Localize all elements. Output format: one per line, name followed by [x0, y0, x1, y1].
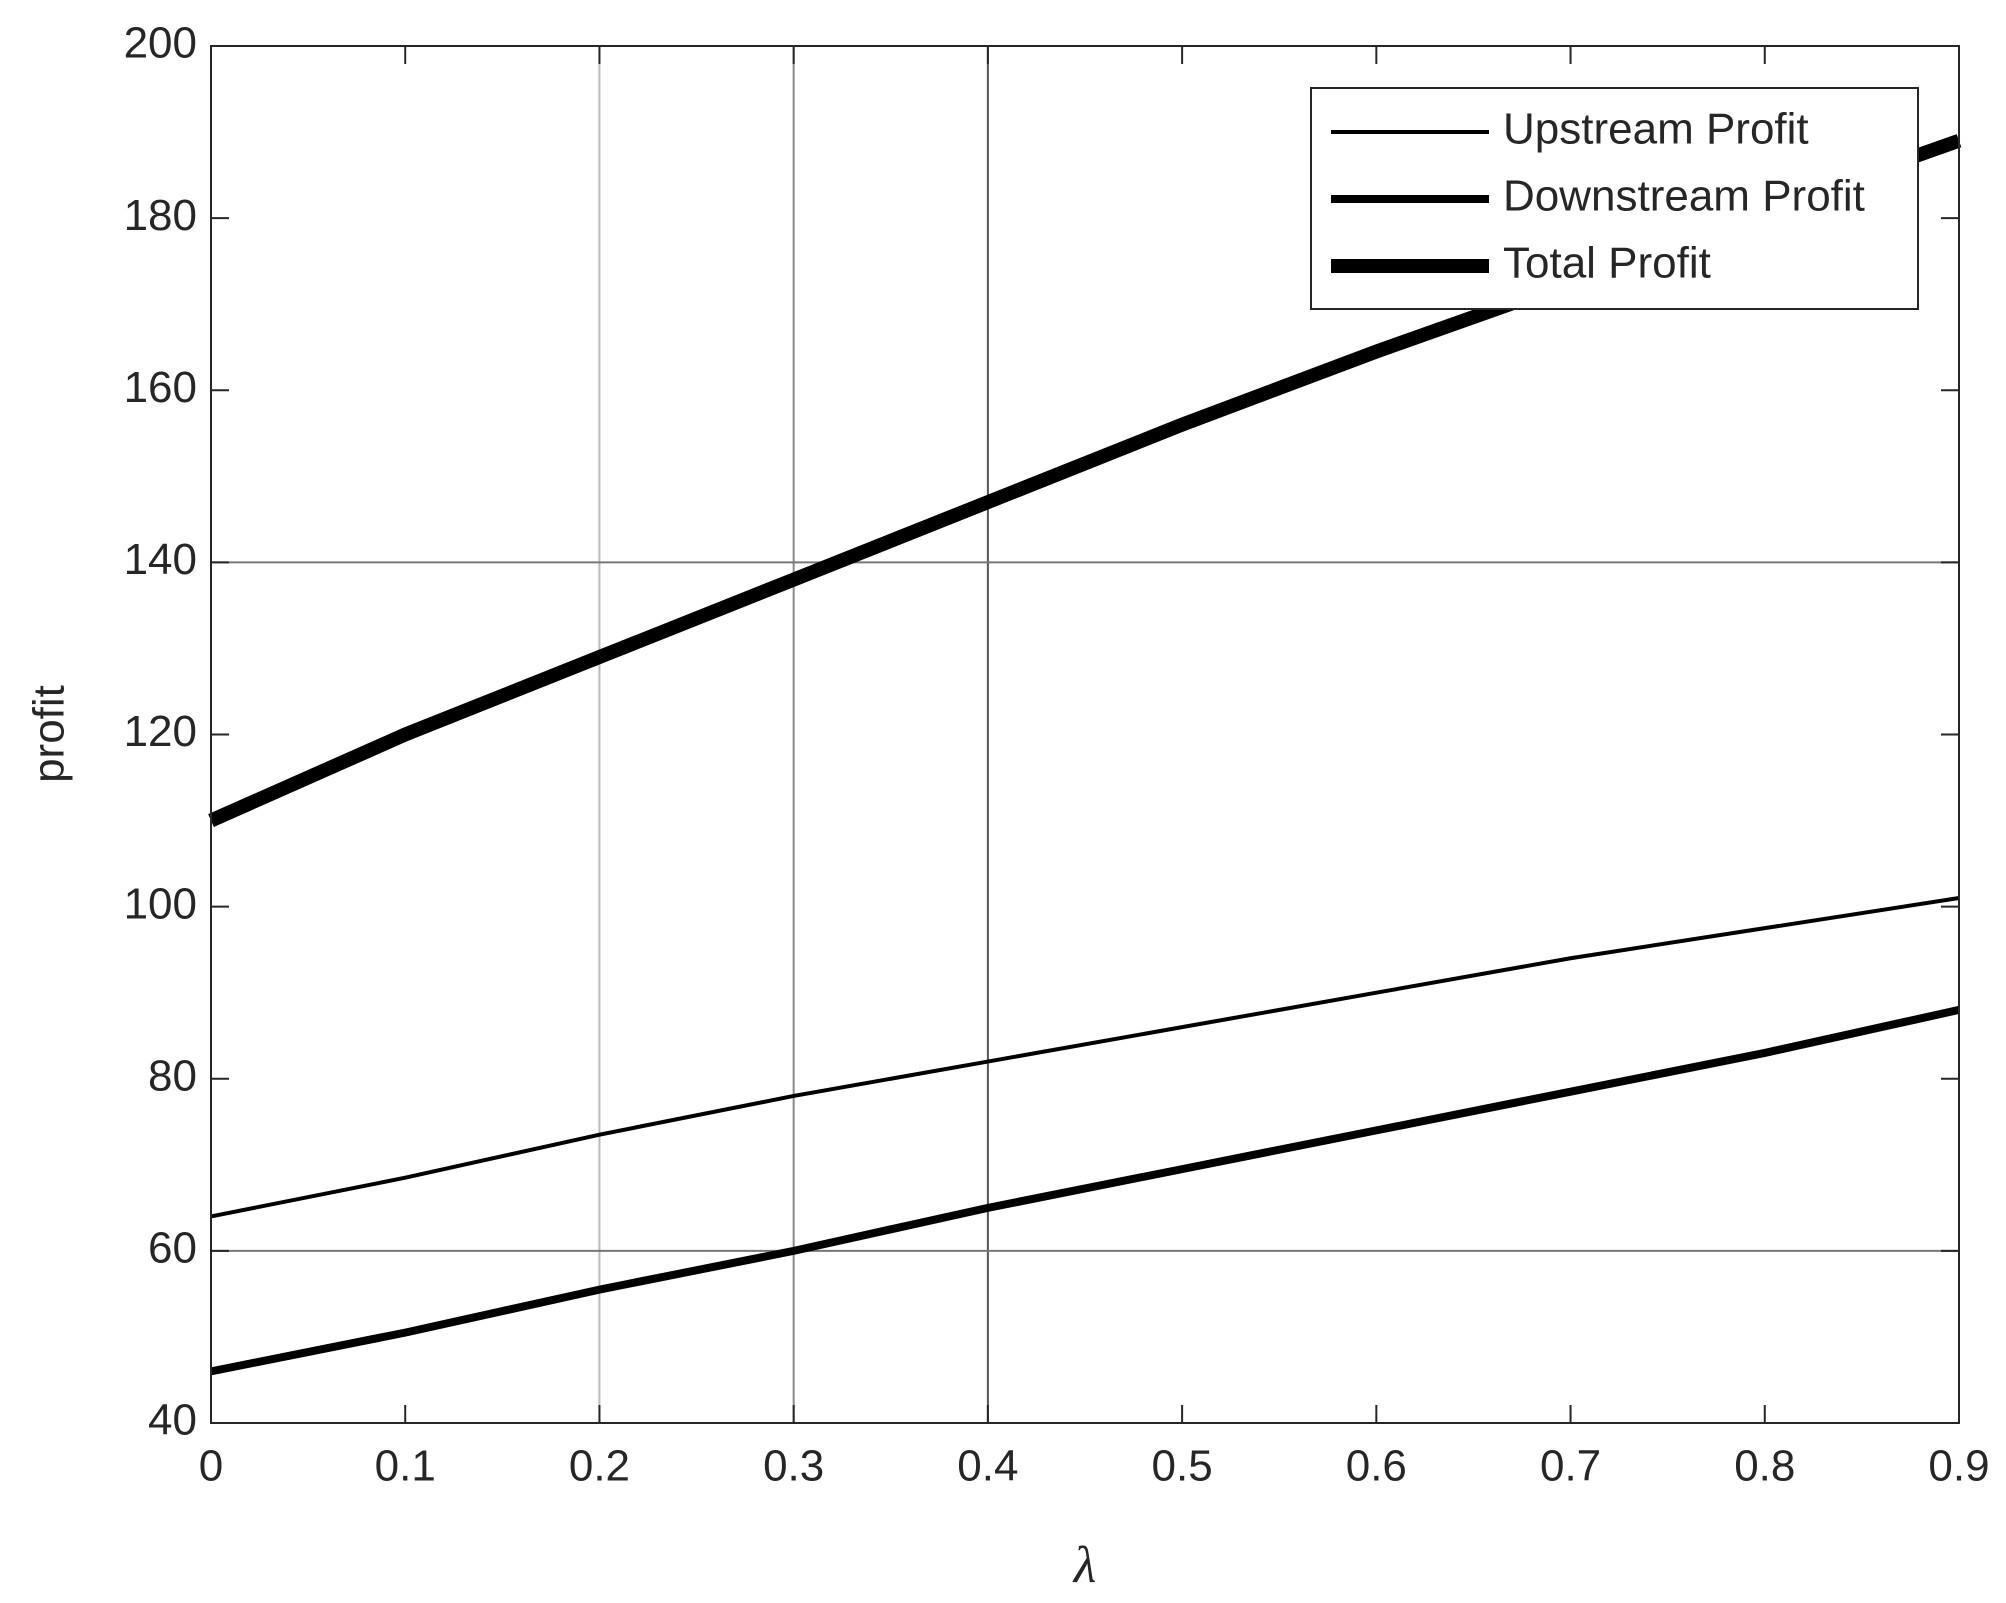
x-tick-label: 0.3	[763, 1442, 824, 1491]
data-line	[210, 896, 1960, 1219]
y-tick-label: 100	[124, 879, 197, 928]
x-axis-label: λ	[1072, 1537, 1097, 1594]
x-tick-label: 0.9	[1928, 1442, 1989, 1491]
y-tick-label: 40	[148, 1396, 197, 1445]
legend-label: Downstream Profit	[1503, 172, 1865, 221]
x-tick-label: 0.8	[1734, 1442, 1795, 1491]
y-tick-label: 120	[124, 707, 197, 756]
y-tick-label: 180	[124, 191, 197, 240]
y-axis-label: profit	[25, 685, 74, 783]
axes-box	[210, 45, 1960, 1424]
legend-label: Upstream Profit	[1503, 105, 1809, 154]
data-line	[210, 1005, 1960, 1376]
y-tick-label: 60	[148, 1224, 197, 1273]
x-tick-label: 0.6	[1346, 1442, 1407, 1491]
legend-label: Total Profit	[1503, 239, 1711, 288]
x-tick-label: 0.2	[569, 1442, 630, 1491]
x-tick-label: 0.5	[1152, 1442, 1213, 1491]
y-tick-label: 140	[124, 535, 197, 584]
x-tick-label: 0.4	[957, 1442, 1018, 1491]
y-tick-label: 80	[148, 1051, 197, 1100]
x-tick-label: 0.7	[1540, 1442, 1601, 1491]
x-tick-label: 0.1	[375, 1442, 436, 1491]
y-tick-label: 200	[124, 19, 197, 68]
y-tick-label: 160	[124, 363, 197, 412]
x-tick-label: 0	[199, 1442, 223, 1491]
